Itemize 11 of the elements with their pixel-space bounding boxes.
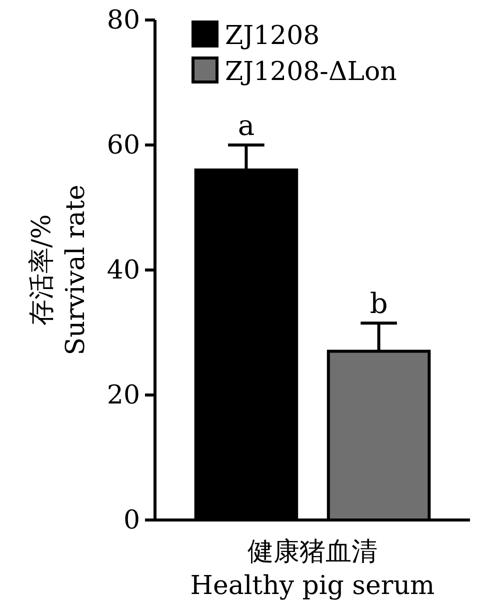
- legend-label: ZJ1208: [225, 21, 320, 51]
- y-tick-label: 20: [106, 380, 140, 410]
- y-tick-label: 40: [106, 255, 140, 286]
- annotation: b: [370, 287, 388, 320]
- y-tick-label: 80: [106, 5, 140, 36]
- y-tick-label: 60: [106, 130, 140, 160]
- x-tick-label: 健康猪血清 Healthy pig serum: [190, 537, 435, 601]
- y-axis-title: 存活率/% Survival rate: [27, 184, 91, 356]
- annotation: a: [238, 109, 255, 142]
- y-tick-label: 0: [123, 505, 140, 536]
- legend-label: ZJ1208-ΔLon: [225, 57, 398, 87]
